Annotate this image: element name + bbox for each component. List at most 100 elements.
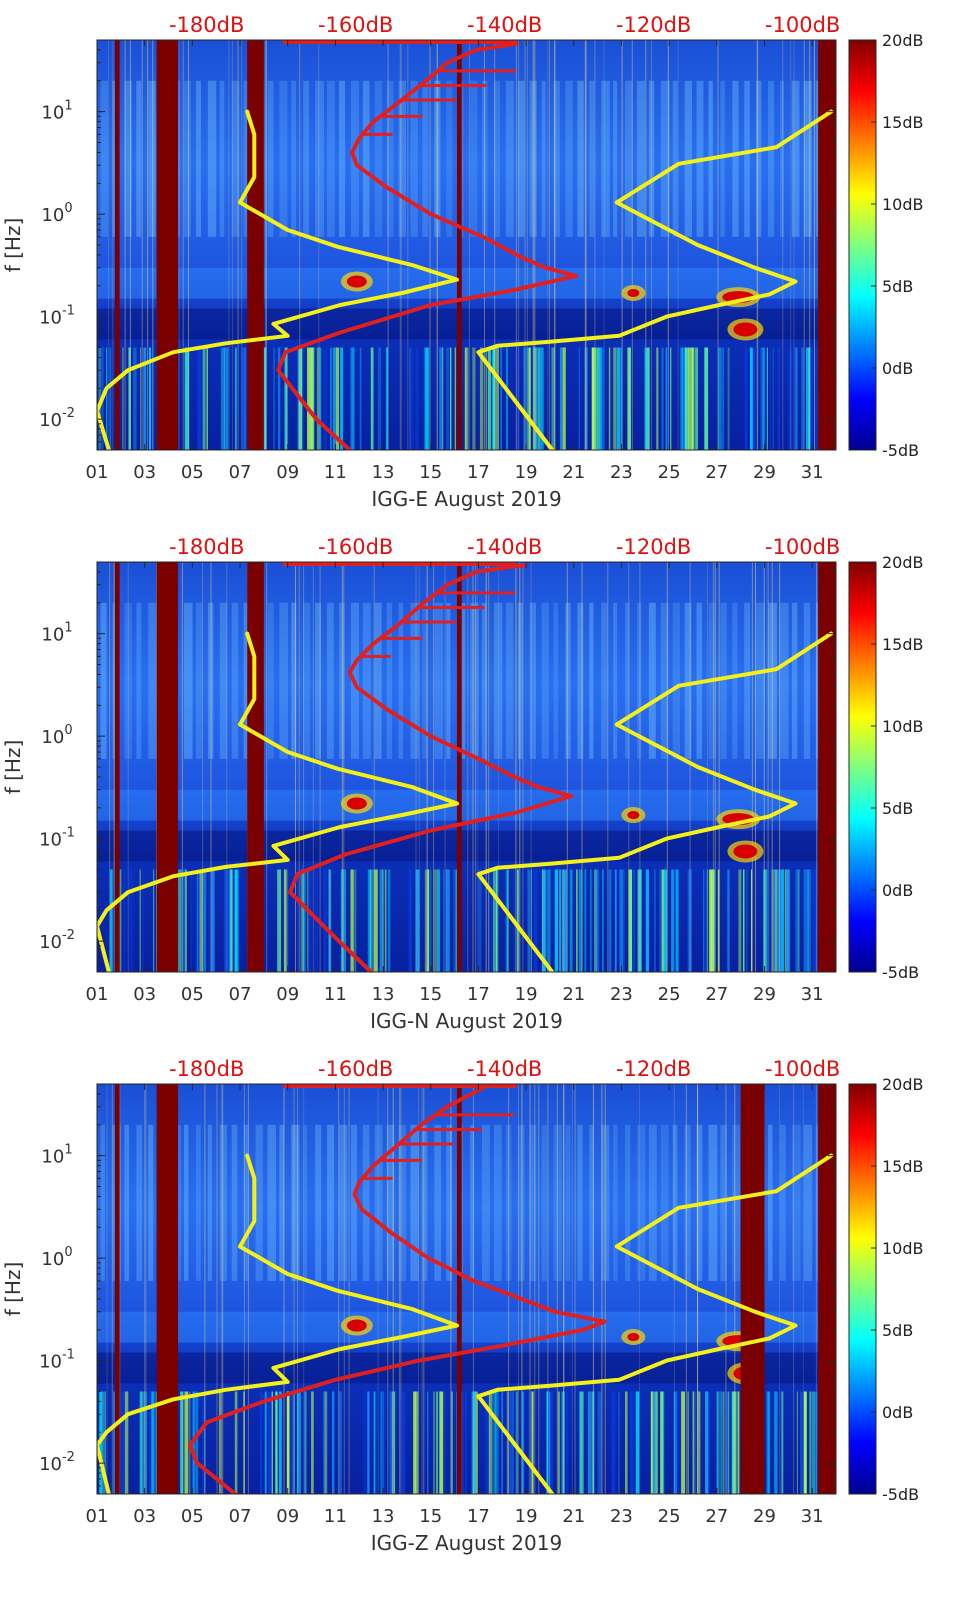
lowfreq-stripe — [500, 347, 502, 450]
x-tick-label: 31 — [801, 462, 824, 483]
lowfreq-stripe — [433, 1391, 435, 1494]
texture-streak — [672, 1124, 678, 1281]
lowfreq-stripe — [788, 347, 792, 450]
texture-streak — [219, 80, 225, 237]
lowfreq-stripe — [207, 869, 212, 972]
lowfreq-stripe — [645, 347, 650, 450]
x-tick-label: 09 — [276, 984, 299, 1005]
lowfreq-stripe — [224, 347, 226, 450]
lowfreq-stripe — [670, 347, 672, 450]
lowfreq-stripe — [528, 347, 531, 450]
x-axis-title: IGG-Z August 2019 — [371, 1531, 562, 1555]
texture-streak — [625, 80, 633, 237]
y-tick-base: 10 — [39, 1454, 62, 1475]
texture-streak — [589, 1124, 594, 1281]
texture-streak — [303, 602, 311, 759]
lowfreq-stripe — [578, 347, 581, 450]
lowfreq-stripe — [713, 869, 715, 972]
texture-streak — [231, 80, 240, 237]
texture-streak — [136, 1124, 143, 1281]
x-tick-label: 11 — [324, 462, 347, 483]
lowfreq-stripe — [428, 869, 432, 972]
lowfreq-stripe — [201, 1391, 204, 1494]
lowfreq-stripe — [446, 347, 450, 450]
lowfreq-stripe — [738, 1391, 740, 1494]
y-tick-label: 10-1 — [39, 1348, 75, 1373]
texture-streak — [315, 80, 324, 237]
lowfreq-stripe — [732, 1391, 736, 1494]
texture-streak — [541, 602, 549, 759]
texture-streak — [803, 80, 812, 237]
lowfreq-stripe — [662, 347, 664, 450]
lowfreq-stripe — [103, 1391, 107, 1494]
lowfreq-stripe — [296, 1391, 301, 1494]
lowfreq-stripe — [688, 347, 691, 450]
lowfreq-stripe — [530, 869, 532, 972]
texture-streak — [148, 602, 157, 759]
texture-streak — [791, 80, 800, 237]
lowfreq-stripe — [410, 347, 414, 450]
x-tick-label: 29 — [753, 984, 776, 1005]
yellow-curve-right — [476, 109, 834, 450]
lowfreq-stripe — [408, 869, 412, 972]
lowfreq-stripe — [442, 347, 444, 450]
x-tick-label: 17 — [467, 462, 490, 483]
colorbar-label: 0dB — [882, 1403, 913, 1422]
texture-streak — [279, 1124, 284, 1281]
y-tick-base: 10 — [39, 932, 62, 953]
texture-streak — [636, 602, 642, 759]
lowfreq-stripe — [433, 869, 438, 972]
y-tick-label: 10-2 — [39, 406, 75, 431]
lowfreq-stripe — [654, 1391, 658, 1494]
lowfreq-stripe — [475, 1391, 478, 1494]
lowfreq-stripe — [367, 1391, 370, 1494]
lowfreq-stripe — [472, 347, 476, 450]
lowfreq-stripe — [466, 347, 470, 450]
lowfreq-stripe — [682, 347, 686, 450]
y-tick-base: 10 — [41, 1249, 64, 1270]
lowfreq-stripe — [666, 347, 670, 450]
lowfreq-stripe — [439, 347, 443, 450]
texture-streak — [446, 602, 451, 759]
y-tick-label: 10-1 — [39, 826, 75, 851]
y-tick-base: 10 — [39, 308, 62, 329]
lowfreq-stripe — [268, 1391, 272, 1494]
lowfreq-stripe — [717, 347, 722, 450]
lowfreq-stripe — [681, 1391, 685, 1494]
lowfreq-stripe — [533, 347, 538, 450]
y-axis-title: f [Hz] — [1, 740, 25, 795]
lowfreq-stripe — [479, 347, 484, 450]
lowfreq-stripe — [506, 347, 508, 450]
lowfreq-stripe — [351, 347, 355, 450]
y-tick-base: 10 — [41, 1147, 64, 1168]
lowfreq-stripe — [526, 347, 530, 450]
red-curve — [276, 41, 579, 450]
yellow-curve-left — [97, 109, 459, 450]
lowfreq-stripe — [128, 347, 131, 450]
lowfreq-stripe — [597, 869, 600, 972]
lowfreq-stripe — [283, 869, 288, 972]
x-tick-label: 19 — [515, 1506, 538, 1527]
lowfreq-stripe — [780, 1391, 782, 1494]
lowfreq-stripe — [380, 1391, 384, 1494]
lowfreq-stripe — [415, 347, 419, 450]
hotspot — [733, 844, 758, 859]
lowfreq-stripe — [766, 347, 768, 450]
lowfreq-stripe — [140, 347, 142, 450]
lowfreq-stripe — [537, 347, 540, 450]
lowfreq-stripe — [371, 869, 375, 972]
lowfreq-stripe — [767, 1391, 770, 1494]
lowfreq-stripe — [722, 347, 724, 450]
yellow-curve-right — [476, 1153, 834, 1494]
texture-streak — [207, 1124, 212, 1281]
lowfreq-stripe — [140, 1391, 142, 1494]
lowfreq-stripe — [203, 1391, 206, 1494]
texture-streak — [577, 602, 584, 759]
hotspot — [346, 797, 367, 810]
lowfreq-stripe — [262, 347, 267, 450]
texture-streak — [231, 1124, 238, 1281]
lowfreq-stripe — [286, 869, 290, 972]
lowfreq-stripe — [455, 869, 458, 972]
lowfreq-stripe — [332, 347, 336, 450]
lowfreq-stripe — [661, 869, 665, 972]
